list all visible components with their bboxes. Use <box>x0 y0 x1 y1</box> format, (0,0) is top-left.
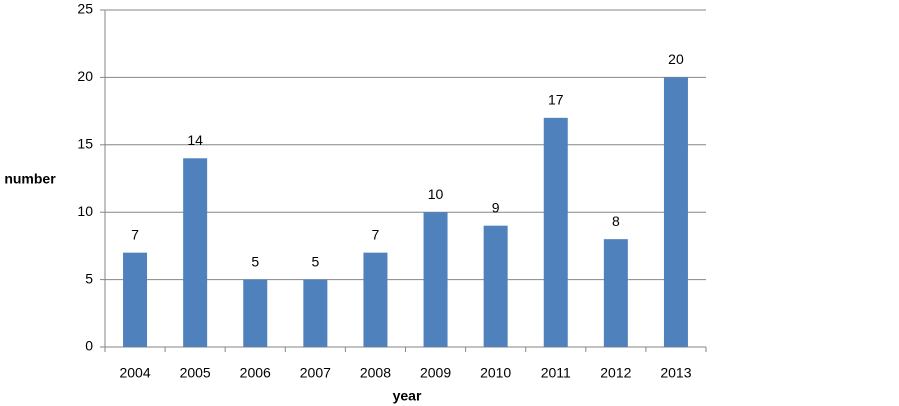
bar <box>543 117 568 347</box>
data-label: 5 <box>251 253 259 269</box>
x-axis-label: year <box>393 388 422 404</box>
y-tick-label: 5 <box>85 270 93 286</box>
bar <box>183 158 208 347</box>
x-tick-label: 2005 <box>180 365 211 381</box>
bar <box>663 77 688 348</box>
x-tick-label: 2010 <box>480 365 511 381</box>
y-tick-label: 15 <box>77 136 93 152</box>
data-label: 14 <box>187 132 203 148</box>
y-tick-label: 20 <box>77 68 93 84</box>
data-label: 20 <box>668 51 684 67</box>
x-tick-label: 2011 <box>541 365 571 381</box>
bar <box>243 279 268 347</box>
bar <box>363 252 388 347</box>
x-tick-label: 2009 <box>420 365 451 381</box>
y-tick-label: 0 <box>85 338 93 354</box>
y-tick-label: 25 <box>77 1 93 17</box>
data-label: 7 <box>131 226 139 242</box>
bar <box>423 212 448 347</box>
x-tick-label: 2004 <box>119 365 150 381</box>
bar <box>303 279 328 347</box>
data-label: 7 <box>372 226 380 242</box>
bar <box>123 252 148 347</box>
x-tick-label: 2006 <box>240 365 271 381</box>
x-tick-label: 2012 <box>600 365 631 381</box>
x-tick-label: 2007 <box>300 365 331 381</box>
data-label: 5 <box>311 253 319 269</box>
bar <box>603 239 628 347</box>
bar <box>483 225 508 347</box>
data-label: 9 <box>492 199 500 215</box>
x-tick-label: 2008 <box>360 365 391 381</box>
data-label: 17 <box>548 92 564 108</box>
y-axis-label: number <box>4 171 56 187</box>
x-tick-label: 2013 <box>660 365 691 381</box>
data-label: 8 <box>612 213 620 229</box>
y-tick-label: 10 <box>77 203 93 219</box>
data-label: 10 <box>428 186 444 202</box>
